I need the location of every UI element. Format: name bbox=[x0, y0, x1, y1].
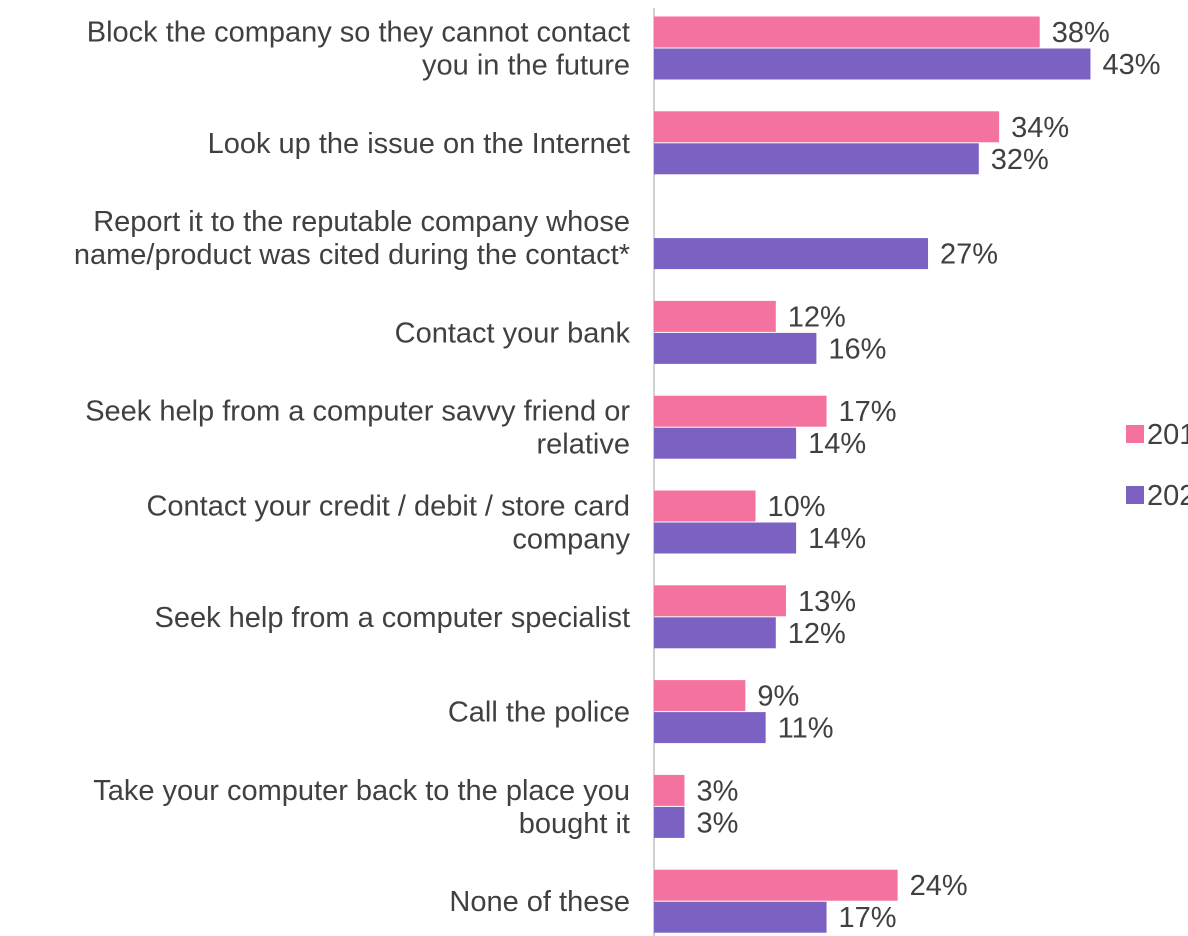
category-label-line: Report it to the reputable company whose bbox=[93, 206, 630, 238]
category-label-line: Take your computer back to the place you bbox=[93, 775, 630, 807]
data-label-2021: 11% bbox=[778, 713, 834, 745]
bar-2021 bbox=[654, 901, 827, 933]
category-label-line: Contact your bank bbox=[395, 317, 631, 349]
category-label: Block the company so they cannot contact… bbox=[87, 17, 630, 82]
data-label-2018: 3% bbox=[696, 775, 738, 807]
category-label-line: Seek help from a computer savvy friend o… bbox=[85, 396, 630, 428]
bar-2018 bbox=[654, 680, 746, 712]
data-label-2021: 14% bbox=[808, 523, 866, 555]
data-label-2021: 43% bbox=[1102, 49, 1160, 81]
category-label: Call the police bbox=[448, 697, 630, 729]
category-label: Take your computer back to the place you… bbox=[93, 775, 630, 840]
category-label-line: Seek help from a computer specialist bbox=[155, 602, 631, 634]
data-label-2018: 38% bbox=[1052, 17, 1110, 49]
bar-2018 bbox=[654, 300, 776, 332]
data-label-2021: 3% bbox=[696, 807, 738, 839]
bar-2018 bbox=[654, 490, 756, 522]
data-label-2021: 12% bbox=[788, 618, 846, 650]
category-label-line: name/product was cited during the contac… bbox=[74, 239, 630, 271]
bar-2021 bbox=[654, 522, 797, 554]
data-label-2018: 34% bbox=[1011, 112, 1069, 144]
bar-2018 bbox=[654, 869, 898, 901]
bar-2021 bbox=[654, 143, 979, 175]
bar-2018 bbox=[654, 774, 685, 806]
bar-2021 bbox=[654, 712, 766, 744]
category-label-line: you in the future bbox=[422, 50, 630, 82]
bar-2021 bbox=[654, 427, 797, 459]
category-label-line: Call the police bbox=[448, 697, 630, 729]
legend-swatch-2018 bbox=[1126, 425, 1144, 443]
category-label: Seek help from a computer savvy friend o… bbox=[85, 396, 630, 461]
category-label-line: bought it bbox=[519, 808, 630, 840]
data-label-2021: 27% bbox=[940, 239, 998, 271]
category-label: Contact your bank bbox=[395, 317, 631, 349]
legend-swatch-2021 bbox=[1126, 486, 1144, 504]
data-label-2018: 12% bbox=[788, 301, 846, 333]
bar-2018 bbox=[654, 585, 786, 617]
bar-2021 bbox=[654, 238, 929, 270]
bar-2018 bbox=[654, 16, 1040, 48]
data-label-2021: 16% bbox=[828, 333, 886, 365]
data-label-2021: 14% bbox=[808, 428, 866, 460]
bar-2021 bbox=[654, 617, 776, 649]
bar-2021 bbox=[654, 806, 685, 838]
data-label-2018: 24% bbox=[910, 870, 968, 902]
category-label-line: Look up the issue on the Internet bbox=[208, 128, 630, 160]
data-label-2021: 32% bbox=[991, 144, 1049, 176]
bar-2018 bbox=[654, 395, 827, 427]
category-label: Seek help from a computer specialist bbox=[155, 602, 631, 634]
category-label-line: None of these bbox=[449, 886, 630, 918]
category-label: None of these bbox=[449, 886, 630, 918]
category-label-line: company bbox=[512, 524, 630, 556]
legend-label-2021: 2021 bbox=[1147, 480, 1188, 512]
category-label-line: Block the company so they cannot contact bbox=[87, 17, 630, 49]
category-label-line: relative bbox=[537, 429, 631, 461]
data-label-2018: 9% bbox=[757, 681, 799, 713]
category-label: Report it to the reputable company whose… bbox=[74, 206, 630, 271]
category-label: Contact your credit / debit / store card… bbox=[146, 491, 630, 556]
legend-label-2018: 2018 bbox=[1147, 419, 1188, 451]
data-label-2021: 17% bbox=[839, 902, 897, 934]
data-label-2018: 13% bbox=[798, 586, 856, 618]
data-label-2018: 17% bbox=[839, 396, 897, 428]
data-label-2018: 10% bbox=[768, 491, 826, 523]
category-label: Look up the issue on the Internet bbox=[208, 128, 630, 160]
bar-2021 bbox=[654, 332, 817, 364]
bar-2018 bbox=[654, 111, 1000, 143]
category-label-line: Contact your credit / debit / store card bbox=[146, 491, 630, 523]
bar-2021 bbox=[654, 48, 1091, 80]
